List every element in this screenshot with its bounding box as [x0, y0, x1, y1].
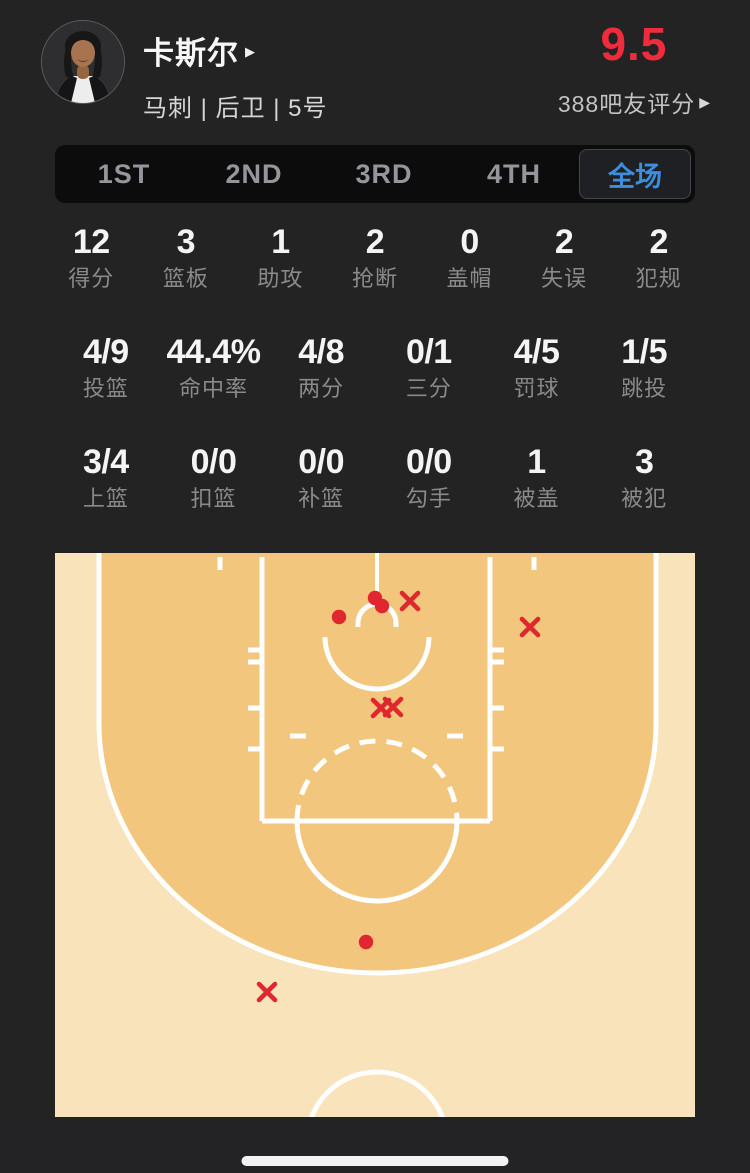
stat-ft: 4/5 罚球 [483, 333, 591, 401]
stat-value: 4/8 [298, 333, 345, 371]
stat-row-shot-types: 3/4 上篮 0/0 扣篮 0/0 补篮 0/0 勾手 1 被盖 3 被犯 [0, 443, 750, 511]
stat-2pt: 4/8 两分 [267, 333, 375, 401]
stat-label: 被犯 [621, 486, 668, 511]
stat-fg: 4/9 投篮 [52, 333, 160, 401]
shot-chart [55, 553, 695, 1117]
stat-hook: 0/0 勾手 [375, 443, 483, 511]
stat-value: 4/9 [82, 333, 129, 371]
player-header: 卡斯尔 ▶ 马刺 | 后卫 | 5号 9.5 388吧友评分 ▶ [0, 0, 750, 145]
stat-label: 补篮 [298, 486, 345, 511]
stat-jumpshot: 1/5 跳投 [590, 333, 698, 401]
chevron-right-icon: ▶ [245, 44, 255, 59]
stats-section: 12 得分 3 篮板 1 助攻 2 抢断 0 盖帽 2 失误 [0, 223, 750, 511]
player-name: 卡斯尔 [143, 36, 239, 71]
stat-value: 0/1 [405, 333, 452, 371]
stat-label: 两分 [298, 376, 345, 401]
stat-fouled-against: 3 被犯 [590, 443, 698, 511]
stat-value: 1 [527, 443, 546, 481]
stat-value: 0/0 [298, 443, 345, 481]
stat-label: 扣篮 [190, 486, 237, 511]
team-position-number: 马刺 | 后卫 | 5号 [143, 95, 328, 122]
missed-shot-x [519, 616, 541, 638]
stat-value: 3/4 [82, 443, 129, 481]
stat-label: 失误 [541, 266, 588, 291]
stat-label: 罚球 [513, 376, 560, 401]
stat-label: 被盖 [513, 486, 560, 511]
missed-shot-x [382, 696, 404, 718]
court-lines [96, 553, 659, 1117]
stat-value: 0/0 [190, 443, 237, 481]
stat-label: 助攻 [257, 266, 304, 291]
stat-putback: 0/0 补篮 [267, 443, 375, 511]
stat-fg-pct: 44.4% 命中率 [160, 333, 268, 401]
player-identity: 卡斯尔 ▶ 马刺 | 后卫 | 5号 [143, 20, 558, 123]
stat-value: 1/5 [621, 333, 668, 371]
tab-2nd[interactable]: 2ND [225, 158, 283, 189]
stat-layup: 3/4 上篮 [52, 443, 160, 511]
stat-dunk: 0/0 扣篮 [160, 443, 268, 511]
fan-rating-label: 388吧友评分 [557, 91, 696, 117]
stat-row-basic: 12 得分 3 篮板 1 助攻 2 抢断 0 盖帽 2 失误 [0, 223, 750, 291]
stat-3pt: 0/1 三分 [375, 333, 483, 401]
fan-rating-link[interactable]: 388吧友评分 ▶ [558, 85, 710, 119]
made-shot-dot [331, 609, 347, 625]
stat-value: 2 [365, 223, 385, 261]
stat-blocks: 0 盖帽 [422, 223, 517, 291]
avatar[interactable] [41, 20, 125, 104]
stat-value: 3 [176, 223, 196, 261]
stat-value: 3 [634, 443, 654, 481]
chevron-right-icon: ▶ [699, 93, 710, 110]
stat-value: 4/5 [513, 333, 560, 371]
stat-turnovers: 2 失误 [517, 223, 612, 291]
stat-label: 盖帽 [446, 266, 493, 291]
made-shot-dot [374, 598, 390, 614]
missed-shot-x [399, 590, 421, 612]
stat-blocked-against: 1 被盖 [483, 443, 591, 511]
stat-label: 勾手 [405, 486, 452, 511]
stat-value: 0/0 [405, 443, 452, 481]
missed-shot-x [256, 981, 278, 1003]
tab-1st[interactable]: 1ST [97, 158, 151, 189]
stat-label: 投篮 [82, 376, 129, 401]
stat-label: 犯规 [635, 266, 682, 291]
bottom-bar [0, 1117, 750, 1173]
stat-label: 抢断 [351, 266, 398, 291]
stat-label: 上篮 [82, 486, 129, 511]
stat-value: 0 [460, 223, 479, 261]
stat-value: 2 [554, 223, 574, 261]
tab-4th[interactable]: 4TH [486, 158, 541, 189]
stat-steals: 2 抢断 [328, 223, 423, 291]
stat-label: 命中率 [178, 376, 248, 401]
player-photo [42, 21, 124, 103]
court-svg [55, 553, 695, 1117]
shot-marks-layer [256, 590, 541, 1003]
home-indicator[interactable] [241, 1156, 509, 1166]
stat-assists: 1 助攻 [233, 223, 328, 291]
tab-full-game[interactable]: 全场 [579, 149, 691, 199]
stat-points: 12 得分 [44, 223, 139, 291]
stat-value: 2 [649, 223, 668, 261]
three-point-area [99, 553, 656, 973]
stat-fouls: 2 犯规 [611, 223, 706, 291]
player-name-link[interactable]: 卡斯尔 ▶ [143, 28, 558, 73]
stat-value: 1 [271, 223, 290, 261]
stat-label: 篮板 [162, 266, 209, 291]
quarter-tabbar: 1ST 2ND 3RD 4TH 全场 [55, 145, 695, 203]
stat-row-shooting: 4/9 投篮 44.4% 命中率 4/8 两分 0/1 三分 4/5 罚球 1/… [0, 333, 750, 401]
stat-value: 44.4% [166, 333, 261, 371]
rating-value: 9.5 [600, 18, 668, 70]
stat-label: 跳投 [621, 376, 668, 401]
stat-label: 得分 [68, 266, 115, 291]
tab-3rd[interactable]: 3RD [355, 158, 413, 189]
stat-value: 12 [72, 223, 110, 261]
stat-label: 三分 [405, 376, 452, 401]
stat-rebounds: 3 篮板 [139, 223, 234, 291]
rating-block: 9.5 388吧友评分 ▶ [558, 20, 710, 119]
made-shot-dot [358, 934, 374, 950]
